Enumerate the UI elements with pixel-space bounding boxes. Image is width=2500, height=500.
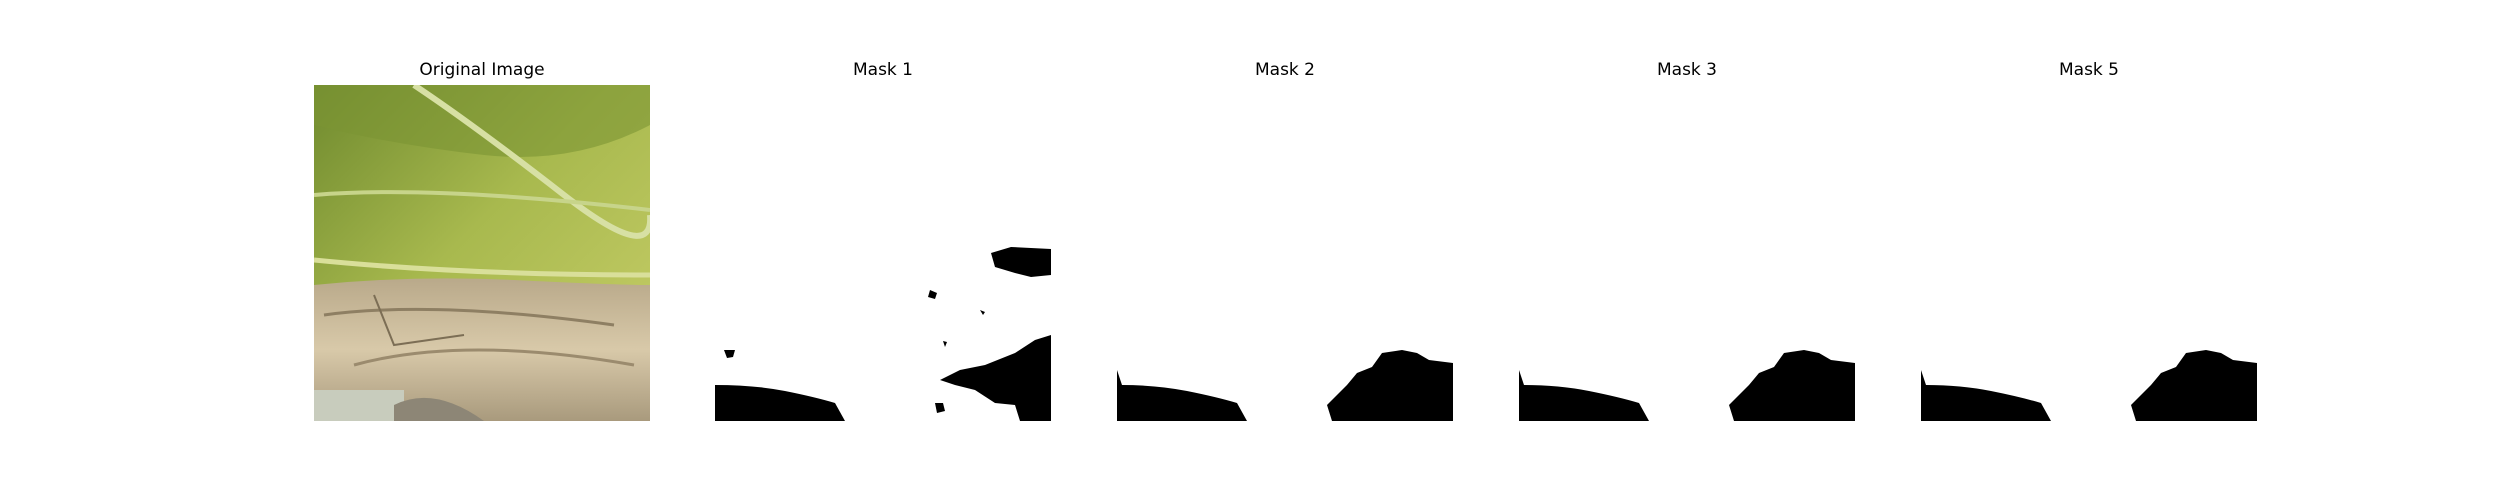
panel-title: Mask 1 [852,60,913,80]
leaf-photo-drawing [314,85,650,421]
panel-title: Original Image [419,60,545,80]
mask-5-drawing [1921,350,2257,421]
panel-title: Mask 5 [2058,60,2119,80]
panel-title: Mask 2 [1254,60,1315,80]
mask-1-drawing [715,247,1051,421]
mask-3-drawing [1519,350,1855,421]
panel-title: Mask 3 [1656,60,1717,80]
mask-1-image [715,85,1051,421]
mask-3-image [1519,85,1855,421]
mask-2-image [1117,85,1453,421]
mask-2-drawing [1117,350,1453,421]
mask-5-image [1921,85,2257,421]
original-leaf-photo [314,85,650,421]
